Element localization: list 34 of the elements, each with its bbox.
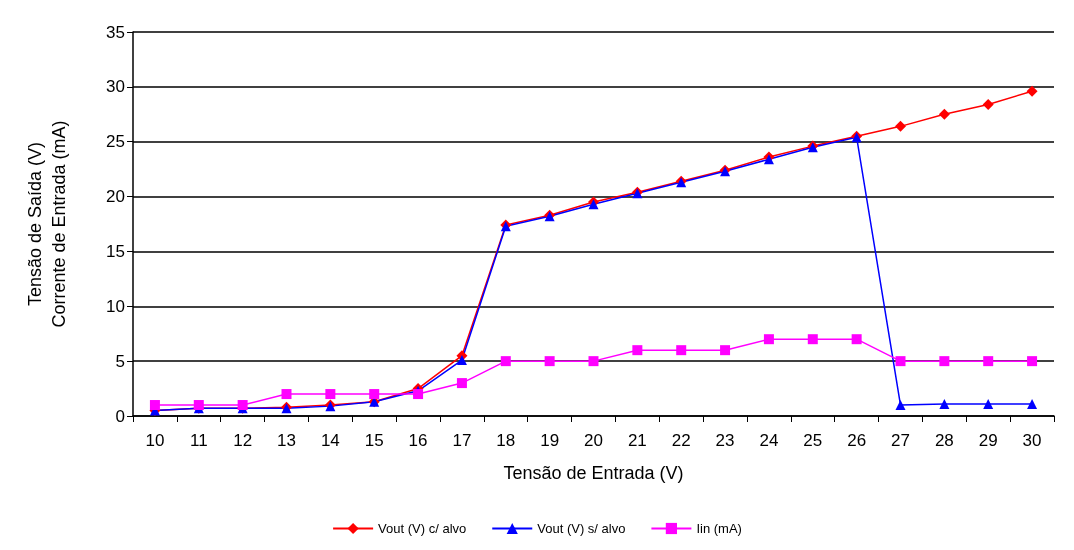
legend-label: Iin (mA) — [696, 521, 742, 536]
x-tick-label: 15 — [364, 431, 384, 450]
x-tick-label: 19 — [540, 431, 560, 450]
legend-label: Vout (V) c/ alvo — [378, 521, 467, 536]
y-tick-label: 5 — [115, 351, 125, 371]
y-tick-label: 35 — [106, 22, 125, 42]
x-axis-title: Tensão de Entrada (V) — [503, 463, 684, 483]
x-tick-label: 11 — [189, 431, 208, 450]
y-axis-title: Tensão de Saída (V) Corrente de Entrada (mA) — [25, 120, 69, 328]
x-tick-label: 17 — [452, 431, 472, 450]
x-tick-label: 18 — [496, 431, 516, 450]
y-tick-label: 30 — [106, 77, 125, 97]
y-tick-label: 20 — [106, 187, 125, 207]
x-tick-label: 23 — [715, 431, 735, 450]
x-tick-label: 27 — [891, 431, 910, 450]
x-tick-label: 10 — [145, 431, 165, 450]
legend-label: Vout (V) s/ alvo — [537, 521, 626, 536]
y-tick-label: 10 — [106, 296, 125, 316]
x-tick-label: 29 — [978, 431, 998, 450]
x-tick-label: 20 — [584, 431, 603, 450]
x-tick-label: 26 — [847, 431, 867, 450]
x-tick-label: 28 — [934, 431, 954, 450]
x-tick-label: 12 — [233, 431, 253, 450]
x-tick-label: 13 — [277, 431, 296, 450]
x-tick-label: 21 — [627, 431, 647, 450]
y-tick-label: 25 — [106, 132, 125, 152]
x-tick-label: 16 — [408, 431, 428, 450]
x-tick-label: 14 — [320, 431, 340, 450]
x-tick-label: 25 — [803, 431, 823, 450]
x-tick-label: 30 — [1022, 431, 1042, 450]
y-tick-label: 15 — [106, 241, 125, 261]
x-tick-label: 24 — [759, 431, 779, 450]
x-tick-label: 22 — [671, 431, 691, 450]
y-tick-label: 0 — [115, 406, 125, 426]
